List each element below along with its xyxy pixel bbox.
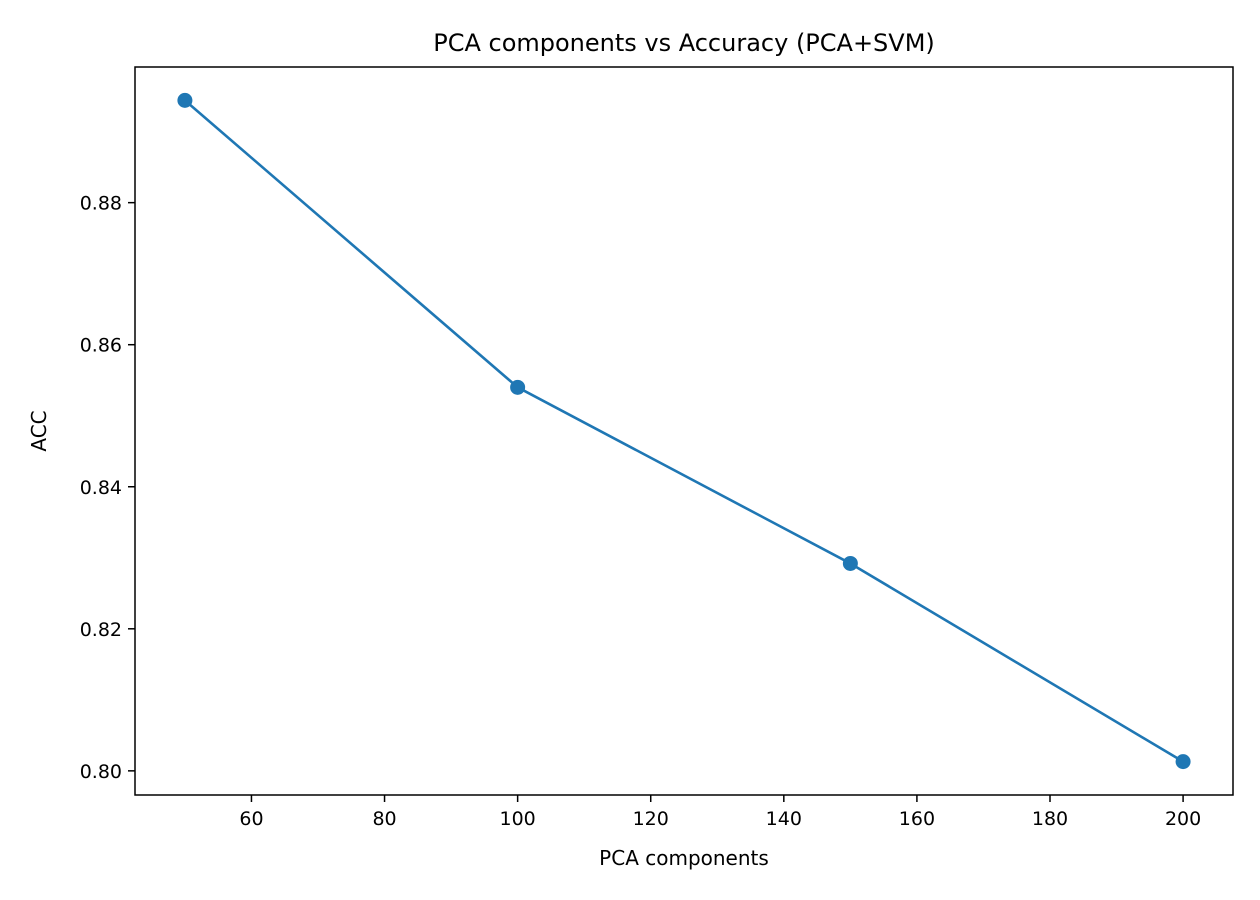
y-axis-title: ACC — [27, 410, 51, 451]
data-point — [177, 92, 193, 108]
chart-title: PCA components vs Accuracy (PCA+SVM) — [433, 29, 935, 57]
x-tick-label: 140 — [766, 808, 802, 830]
x-tick-label: 200 — [1165, 808, 1201, 830]
data-point — [842, 555, 858, 571]
x-tick-label: 80 — [372, 808, 396, 830]
y-tick-label: 0.80 — [80, 761, 122, 783]
y-tick-label: 0.86 — [80, 335, 122, 357]
y-tick-label: 0.88 — [80, 193, 122, 215]
x-tick-label: 120 — [633, 808, 669, 830]
series-line — [183, 98, 1185, 764]
x-tick-label: 100 — [500, 808, 536, 830]
y-tick-label: 0.82 — [80, 619, 122, 641]
plot-area — [177, 92, 1191, 770]
x-axis: 60 80 100 120 140 160 180 200 — [239, 795, 1201, 830]
plot-frame — [134, 66, 1234, 796]
x-axis-title: PCA components — [599, 846, 769, 870]
x-tick-label: 160 — [899, 808, 935, 830]
y-tick-label: 0.84 — [80, 477, 122, 499]
data-point — [510, 379, 526, 395]
y-axis: 0.80 0.82 0.84 0.86 0.88 — [80, 193, 135, 783]
x-tick-label: 60 — [239, 808, 263, 830]
data-point — [1175, 754, 1191, 770]
x-tick-label: 180 — [1032, 808, 1068, 830]
